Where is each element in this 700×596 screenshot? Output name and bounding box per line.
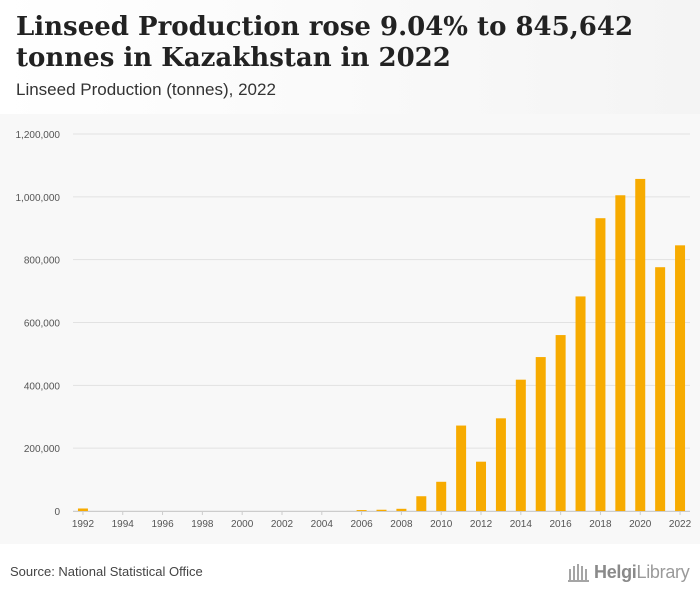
x-tick-label: 2012 (470, 519, 493, 530)
x-tick-label: 2014 (510, 519, 533, 530)
x-tick-label: 2000 (231, 519, 254, 530)
x-tick-label: 2002 (271, 519, 294, 530)
bar (376, 509, 387, 511)
x-tick-label: 2006 (350, 519, 373, 530)
x-tick-label: 2020 (629, 519, 652, 530)
y-tick-label: 400,000 (24, 381, 61, 392)
helgi-library-logo: HelgiLibrary (568, 560, 690, 584)
bar (595, 218, 606, 511)
bar (495, 418, 506, 511)
x-tick-label: 1996 (151, 519, 174, 530)
bar (416, 496, 427, 511)
logo-text-rest: Library (636, 561, 690, 582)
chart-subtitle: Linseed Production (tonnes), 2022 (16, 80, 276, 99)
bar (515, 379, 526, 511)
logo-text-bold: Helgi (594, 561, 637, 582)
y-tick-label: 1,200,000 (16, 130, 61, 141)
bar (476, 461, 487, 511)
source-note: Source: National Statistical Office (10, 564, 203, 579)
bar (356, 510, 367, 511)
bar-chart: 0 200,000 400,000 600,000 800,000 1,000,000 1,… (16, 130, 692, 530)
x-tick-label: 2010 (430, 519, 453, 530)
bar (77, 508, 88, 511)
x-tick-label: 2022 (669, 519, 692, 530)
bar (396, 508, 407, 511)
bar (535, 357, 546, 511)
bar (436, 481, 447, 511)
logo-wordmark: HelgiLibrary (594, 561, 690, 583)
bar (675, 245, 686, 512)
x-tick-label: 1992 (72, 519, 95, 530)
bar (456, 425, 467, 511)
y-tick-label: 0 (54, 507, 60, 518)
header: Linseed Production rose 9.04% to 845,642… (0, 0, 700, 114)
y-tick-label: 800,000 (24, 256, 61, 267)
x-tick-label: 2004 (311, 519, 334, 530)
x-tick-label: 2016 (550, 519, 573, 530)
bar (655, 267, 666, 511)
x-tick-label: 2018 (589, 519, 612, 530)
y-tick-label: 1,000,000 (16, 193, 61, 204)
chart-area: 0 200,000 400,000 600,000 800,000 1,000,000 1,… (0, 114, 700, 544)
chart-title: Linseed Production rose 9.04% to 845,642… (16, 12, 634, 73)
x-tick-label: 1998 (191, 519, 214, 530)
x-tick-label: 2008 (390, 519, 413, 530)
library-building-icon (568, 564, 589, 582)
bar (615, 195, 626, 511)
bar (575, 296, 586, 511)
x-tick-label: 1994 (112, 519, 135, 530)
bar (555, 335, 566, 511)
y-tick-label: 600,000 (24, 319, 61, 330)
y-tick-label: 200,000 (24, 444, 61, 455)
bar (635, 178, 646, 511)
footer (0, 544, 700, 596)
